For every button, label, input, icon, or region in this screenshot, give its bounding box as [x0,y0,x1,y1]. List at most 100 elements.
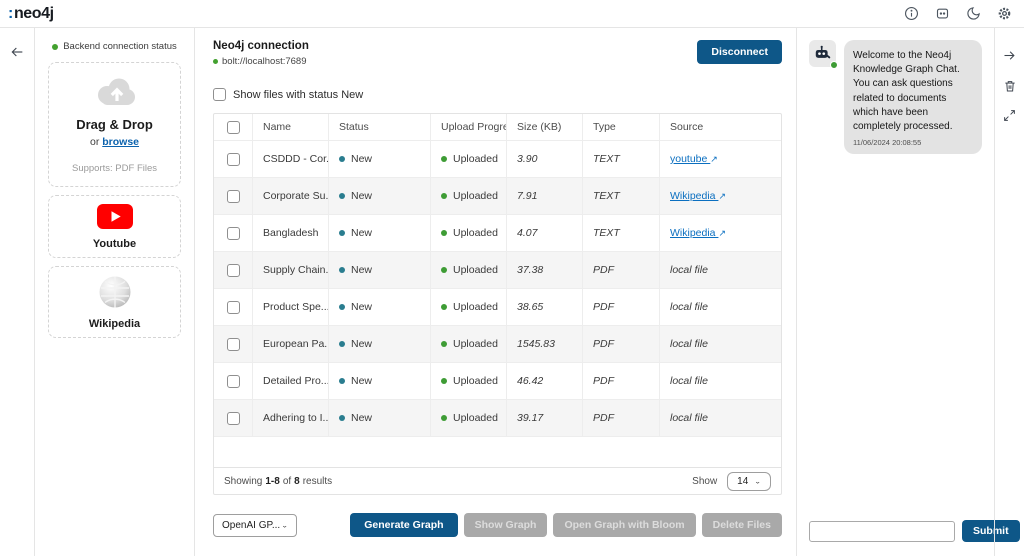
file-source: local file [659,252,781,288]
chatbot-online-dot [830,61,838,69]
file-name: Product Spe... [252,289,328,325]
topbar-icons [904,6,1012,21]
row-checkbox[interactable] [226,411,240,425]
graph-action-buttons: Generate Graph Show Graph Open Graph wit… [350,513,782,537]
file-name: Detailed Pro... [252,363,328,399]
table-footer: Showing 1-8 of 8 results Show 14 ⌄ [214,467,781,494]
dropzone-title: Drag & Drop [76,117,153,132]
of-label: of [282,475,292,487]
chat-input[interactable] [809,520,955,542]
backend-status-label: Backend connection status [63,41,177,52]
dropzone-supports: Supports: PDF Files [72,163,157,174]
status-uploaded-dot [441,156,447,162]
chevron-down-icon: ⌄ [754,477,761,485]
file-upload-progress: Uploaded [430,326,506,362]
page-size-control: Show 14 ⌄ [692,471,771,491]
source-link[interactable]: youtube ↗ [670,153,718,165]
file-size: 4.07 [506,215,582,251]
filter-checkbox[interactable] [213,88,226,101]
file-name: CSDDD - Cor... [252,141,328,177]
status-uploaded-dot [441,304,447,310]
column-header-upload-progress[interactable]: Upload Progress [430,114,506,140]
select-all-checkbox[interactable] [226,120,240,134]
row-checkbox[interactable] [226,300,240,314]
file-name: Supply Chain... [252,252,328,288]
file-source: youtube ↗ [659,141,781,177]
file-status: New [328,326,430,362]
file-dropzone[interactable]: Drag & Drop or browse Supports: PDF File… [48,62,181,187]
file-size: 7.91 [506,178,582,214]
status-filter-row: Show files with status New [213,88,782,101]
file-type: PDF [582,289,659,325]
backend-status-dot [52,43,59,50]
status-uploaded-dot [441,415,447,421]
column-header-source[interactable]: Source [659,114,781,140]
row-checkbox[interactable] [226,226,240,240]
chat-submit-button[interactable]: Submit [962,520,1020,542]
file-table: Name Status Upload Progress Size (KB) Ty… [213,113,782,495]
row-checkbox[interactable] [226,263,240,277]
info-icon[interactable] [904,6,919,21]
chevron-down-icon: ⌄ [281,521,288,529]
llm-model-select[interactable]: OpenAI GP... ⌄ [213,513,297,537]
results-total: 8 [294,475,300,487]
file-type: PDF [582,326,659,362]
column-header-name[interactable]: Name [252,114,328,140]
dark-mode-moon-icon[interactable] [966,6,981,21]
generate-graph-button[interactable]: Generate Graph [350,513,458,537]
delete-files-button[interactable]: Delete Files [701,513,782,537]
results-range: 1-8 [265,475,280,487]
expand-icon[interactable] [1003,109,1016,122]
table-row: Product Spe... New Uploaded 38.65 PDF local f… [214,288,781,325]
status-new-dot [339,267,345,273]
row-checkbox[interactable] [226,152,240,166]
file-size: 38.65 [506,289,582,325]
youtube-source-button[interactable]: Youtube [48,195,181,258]
disconnect-button[interactable]: Disconnect [697,40,782,64]
source-link[interactable]: Wikipedia ↗ [670,190,726,202]
neo4j-logo: :neo4j [8,5,54,23]
connection-uri: bolt://localhost:7689 [222,56,307,67]
table-row: Supply Chain... New Uploaded 37.38 PDF local … [214,251,781,288]
column-header-type[interactable]: Type [582,114,659,140]
table-row: Detailed Pro... New Uploaded 46.42 PDF local … [214,362,781,399]
youtube-icon [96,204,133,229]
column-header-size[interactable]: Size (KB) [506,114,582,140]
show-graph-button[interactable]: Show Graph [463,513,548,537]
file-source: local file [659,326,781,362]
chat-panel: Welcome to the Neo4j Knowledge Graph Cha… [796,28,1020,556]
status-uploaded-dot [441,230,447,236]
source-link[interactable]: Wikipedia ↗ [670,227,726,239]
top-bar: :neo4j [0,0,1024,28]
connection-title: Neo4j connection [213,40,309,52]
status-uploaded-dot [441,341,447,347]
browse-link[interactable]: browse [102,136,140,148]
showing-label: Showing [224,475,263,487]
page-size-select[interactable]: 14 ⌄ [727,471,771,491]
settings-gear-icon[interactable] [997,6,1012,21]
open-graph-with-bloom-button[interactable]: Open Graph with Bloom [553,513,696,537]
column-header-status[interactable]: Status [328,114,430,140]
source-local-file: local file [670,264,708,276]
file-table-body: CSDDD - Cor... New Uploaded 3.90 TEXT youtube… [214,140,781,436]
back-arrow-icon[interactable] [9,44,25,60]
file-status: New [328,252,430,288]
row-checkbox[interactable] [226,337,240,351]
source-local-file: local file [670,301,708,313]
chat-input-row: Submit [809,520,1020,542]
wikipedia-globe-icon [99,276,130,308]
file-size: 37.38 [506,252,582,288]
file-upload-progress: Uploaded [430,215,506,251]
wikipedia-source-button[interactable]: Wikipedia [48,266,181,338]
trash-icon[interactable] [1003,79,1017,93]
status-new-dot [339,415,345,421]
row-checkbox[interactable] [226,374,240,388]
file-upload-progress: Uploaded [430,178,506,214]
chat-tools-rail [994,28,1024,556]
arrow-right-icon[interactable] [1002,48,1017,63]
chat-widget-icon[interactable] [935,6,950,21]
external-link-icon: ↗ [718,191,726,201]
bottom-action-row: OpenAI GP... ⌄ Generate Graph Show Graph… [213,513,782,537]
connection-uri-line: bolt://localhost:7689 [213,56,309,67]
row-checkbox[interactable] [226,189,240,203]
